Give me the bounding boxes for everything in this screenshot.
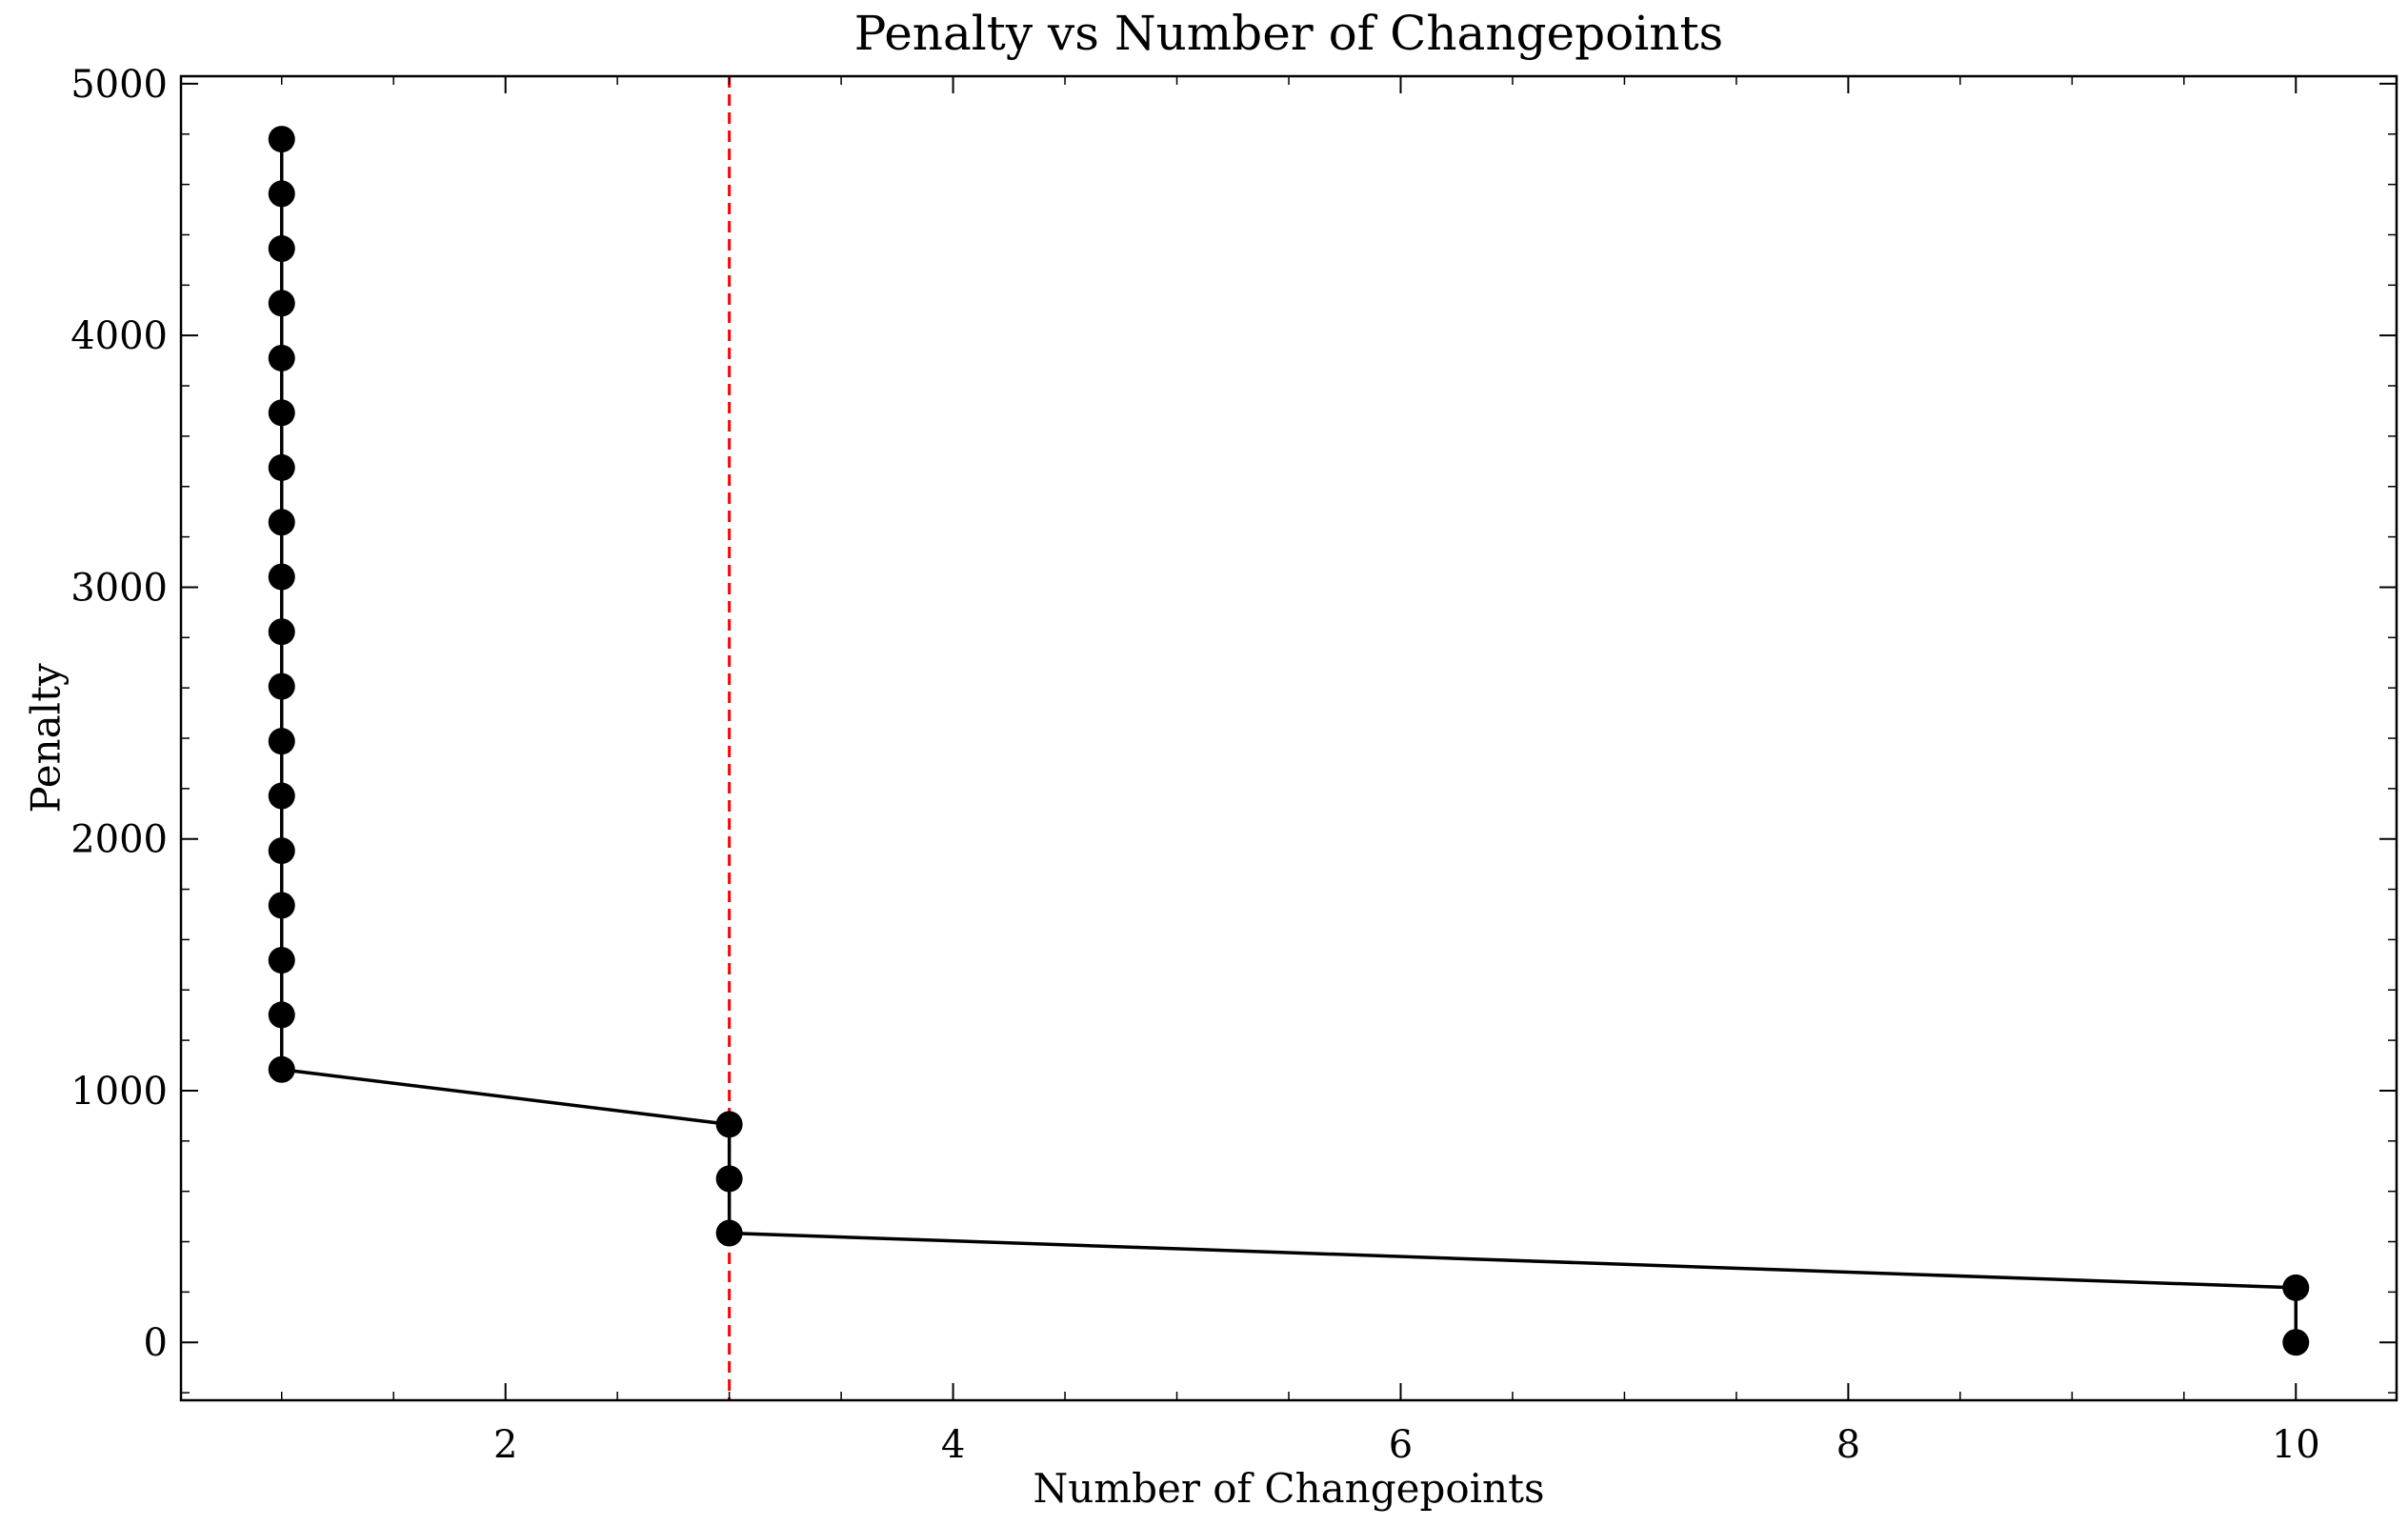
data-point: [268, 892, 295, 919]
data-point: [2282, 1329, 2310, 1356]
data-point: [715, 1111, 743, 1138]
chart-title: Penalty vs Number of Changepoints: [854, 6, 1723, 61]
data-point: [268, 782, 295, 810]
data-point: [268, 509, 295, 536]
x-axis-label: Number of Changepoints: [1033, 1465, 1544, 1512]
data-point: [268, 180, 295, 208]
data-point: [268, 563, 295, 591]
data-point: [268, 1055, 295, 1083]
plot-frame: [179, 74, 2398, 1402]
data-point: [268, 344, 295, 371]
data-point: [715, 1219, 743, 1247]
data-point: [268, 728, 295, 755]
y-tick-label: 0: [144, 1321, 168, 1365]
x-tick-label: 8: [1836, 1423, 1860, 1467]
data-point: [268, 399, 295, 427]
ticks-layer: 2 4 6 8 10 0 1000 2000 3000 4000 5000: [70, 63, 2397, 1467]
data-point: [268, 618, 295, 646]
data-point: [268, 126, 295, 153]
data-point: [268, 453, 295, 481]
data-point: [268, 290, 295, 317]
y-tick-label: 3000: [70, 566, 168, 610]
data-point: [268, 837, 295, 865]
y-tick-label: 4000: [70, 314, 168, 358]
y-tick-label: 2000: [70, 818, 168, 862]
y-axis-label: Penalty: [23, 663, 70, 813]
data-point: [268, 947, 295, 974]
y-tick-label: 1000: [70, 1070, 168, 1114]
y-tick-label: 5000: [70, 63, 168, 107]
data-point: [268, 673, 295, 700]
x-tick-label: 2: [493, 1423, 517, 1467]
labels-layer: Penalty vs Number of Changepoints Number…: [23, 6, 1724, 1512]
x-tick-label: 6: [1389, 1423, 1413, 1467]
x-tick-label: 10: [2272, 1423, 2320, 1467]
plot-layer: [268, 76, 2310, 1400]
data-point: [268, 1001, 295, 1029]
data-point: [2282, 1274, 2310, 1301]
data-point: [715, 1165, 743, 1193]
x-tick-label: 4: [941, 1423, 965, 1467]
data-point: [268, 235, 295, 263]
